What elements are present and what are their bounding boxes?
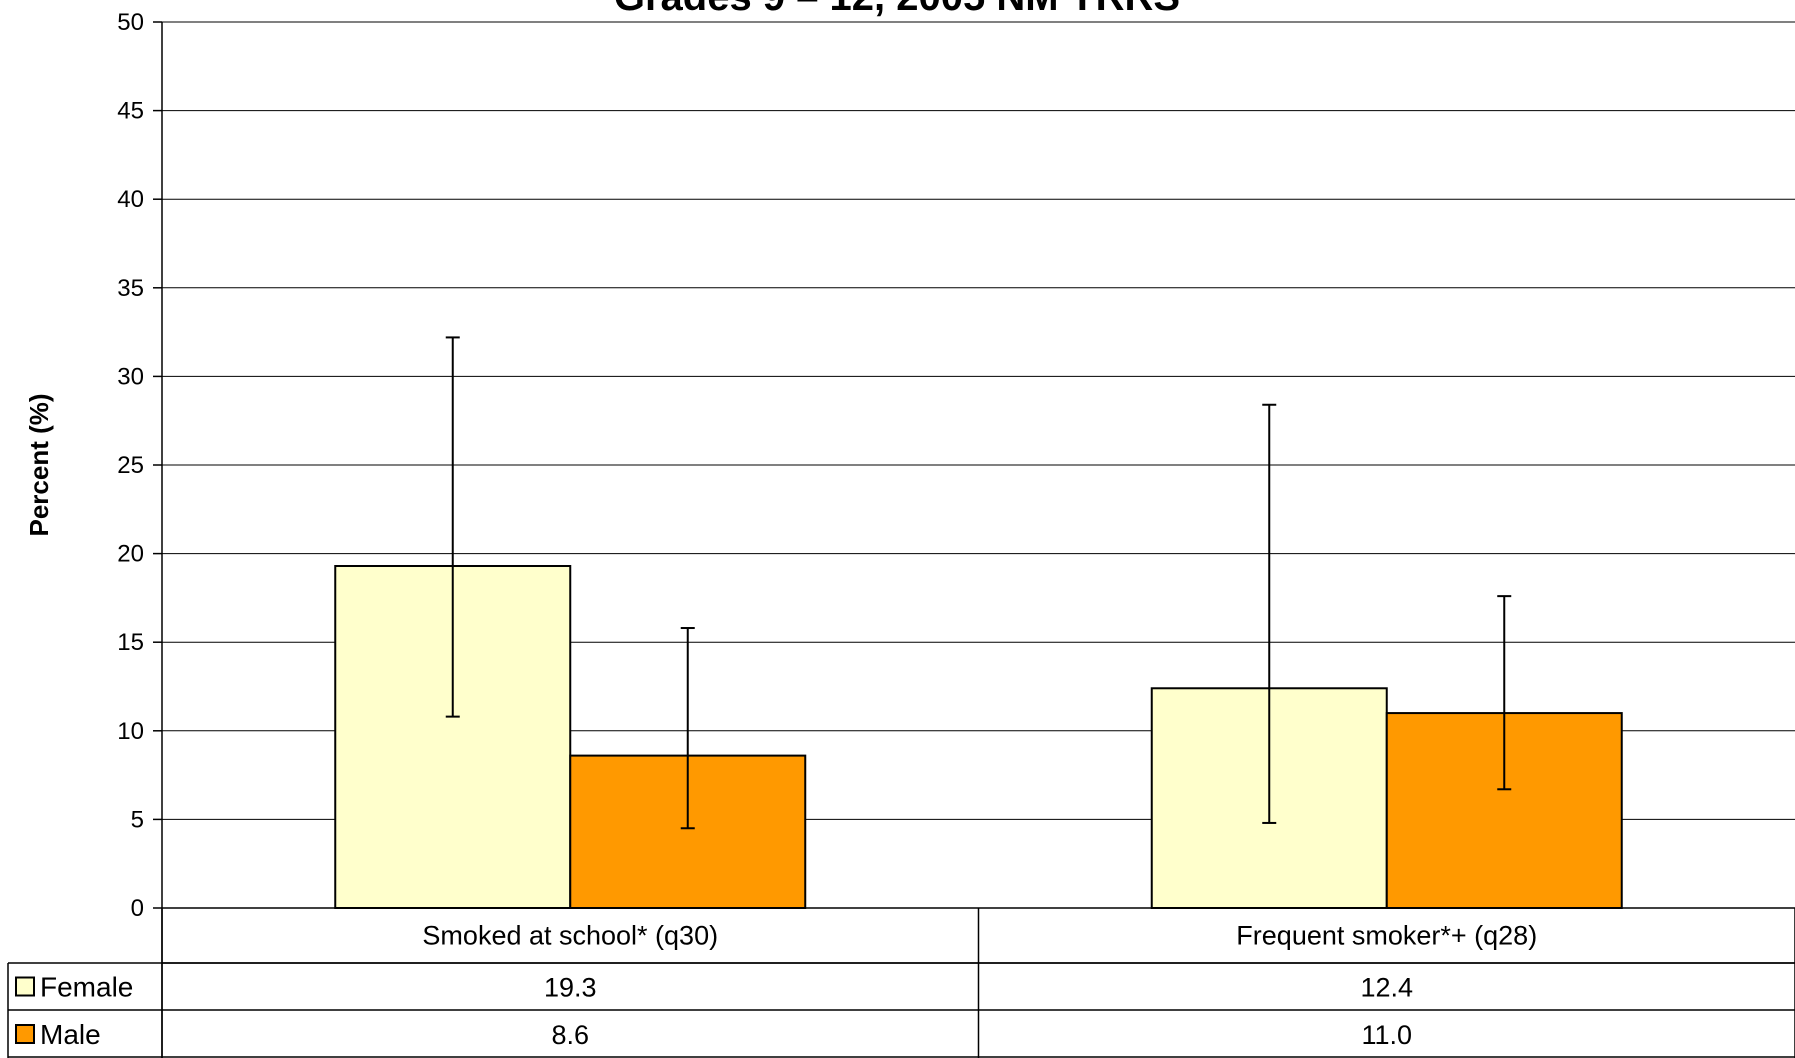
y-tick-labels: 0 5 10 15 20 25 30 35 40 45 50 <box>117 9 144 922</box>
y-tick-label: 10 <box>117 718 144 745</box>
x-tick-label: Frequent smoker*+ (q28) <box>1236 921 1537 951</box>
y-tick-label: 45 <box>117 98 144 125</box>
data-label: 12.4 <box>1360 973 1413 1003</box>
x-tick-label: Smoked at school* (q30) <box>422 921 718 951</box>
y-tick-label: 30 <box>117 363 144 390</box>
data-label: 11.0 <box>1361 1020 1412 1050</box>
y-tick-label: 5 <box>131 806 144 833</box>
y-tick-label: 0 <box>131 895 144 922</box>
data-label: 19.3 <box>544 973 597 1003</box>
chart-title: Grades 9 – 12, 2005 NM YRRS <box>614 0 1180 19</box>
y-tick-label: 25 <box>117 452 144 479</box>
error-bars <box>445 336 1512 830</box>
y-tick-label: 40 <box>117 186 144 213</box>
data-label: 8.6 <box>551 1020 589 1050</box>
y-axis-label: Percent (%) <box>24 393 54 536</box>
data-table: Smoked at school* (q30) Frequent smoker*+… <box>7 908 1795 1058</box>
y-tick-label: 50 <box>117 9 144 36</box>
legend-label: Male <box>40 1019 101 1050</box>
y-tick-label: 35 <box>117 275 144 302</box>
legend-swatch-female <box>15 976 35 997</box>
y-tick-label: 20 <box>117 541 144 568</box>
y-tick-label: 15 <box>117 629 144 656</box>
legend-label: Female <box>40 972 133 1003</box>
legend-swatch-male <box>15 1024 35 1044</box>
bars <box>334 565 1623 910</box>
